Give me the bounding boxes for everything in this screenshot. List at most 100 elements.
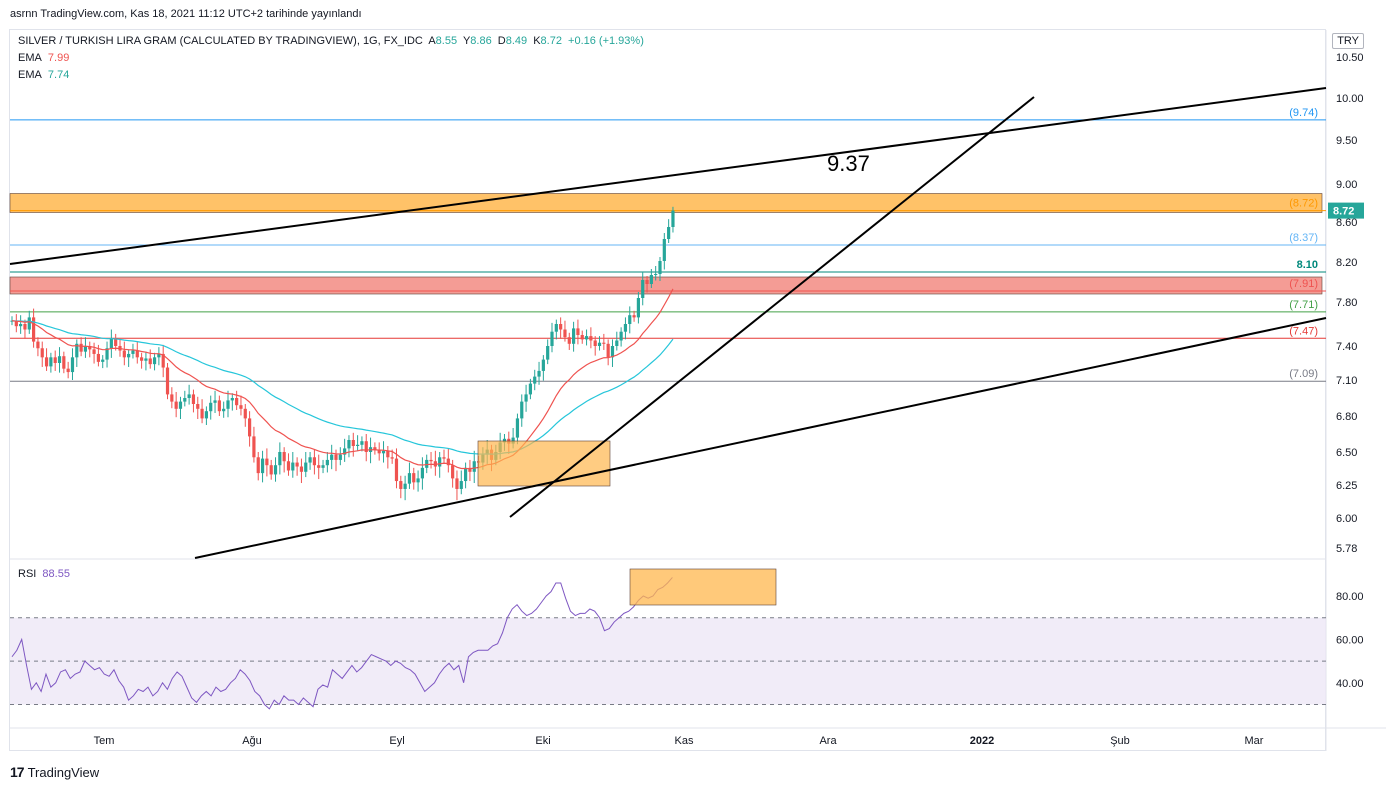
ema1-label: EMA xyxy=(18,52,42,64)
price-level-label: (7.71) xyxy=(1289,299,1318,311)
candle-body xyxy=(312,457,316,466)
candle-body xyxy=(256,457,260,474)
candle-body xyxy=(364,441,368,452)
candle-body xyxy=(114,338,118,346)
annotation-label: 9.37 xyxy=(827,151,870,176)
candle-body xyxy=(641,280,645,298)
candle-body xyxy=(597,342,602,346)
candle-body xyxy=(537,370,541,377)
price-level-label: (7.91) xyxy=(1289,278,1318,290)
candle-body xyxy=(619,331,623,341)
candle-body xyxy=(209,402,213,412)
candle-body xyxy=(381,450,386,454)
candle-body xyxy=(40,348,44,358)
currency-button[interactable]: TRY xyxy=(1332,33,1364,49)
symbol-title[interactable]: SILVER / TURKISH LIRA GRAM (CALCULATED B… xyxy=(18,35,423,47)
candle-body xyxy=(464,467,468,482)
candle-body xyxy=(14,320,18,327)
candle-body xyxy=(407,473,412,484)
rsi-legend[interactable]: RSI 88.55 xyxy=(18,568,73,580)
zone-band-0 xyxy=(9,193,1323,213)
candle-body xyxy=(239,405,243,409)
candle-body xyxy=(295,462,299,467)
candle-body xyxy=(83,346,88,352)
candle-body xyxy=(412,473,416,483)
candle-body xyxy=(140,357,144,361)
candle-body xyxy=(502,438,507,443)
candle-body xyxy=(308,457,312,463)
candle-body xyxy=(278,452,282,466)
candle-body xyxy=(386,450,390,458)
candle-body xyxy=(515,418,520,438)
rsi-label: RSI xyxy=(18,568,37,580)
candle-body xyxy=(144,358,148,361)
candle-body xyxy=(541,359,545,371)
candle-body xyxy=(451,465,455,479)
y-tick-label: 9.00 xyxy=(1336,179,1357,191)
y-tick-label: 9.50 xyxy=(1336,135,1357,147)
tradingview-logo[interactable]: 17 TradingView xyxy=(10,764,99,780)
candle-body xyxy=(265,458,269,466)
open-value: 8.55 xyxy=(435,35,458,47)
x-tick-label: Mar xyxy=(1245,735,1264,747)
candle-body xyxy=(602,342,606,344)
candle-body xyxy=(299,466,304,472)
candle-body xyxy=(260,458,265,474)
x-tick-label: Ara xyxy=(819,735,837,747)
candle-body xyxy=(343,448,347,455)
candle-body xyxy=(399,481,403,489)
high-label: Y xyxy=(462,35,471,47)
close-value: 8.72 xyxy=(540,35,562,47)
candle-body xyxy=(286,461,291,471)
candle-body xyxy=(373,447,377,450)
y-tick-label: 6.80 xyxy=(1336,411,1357,423)
candle-body xyxy=(230,398,234,401)
candle-body xyxy=(623,324,628,332)
candle-body xyxy=(291,462,295,471)
candle-body xyxy=(425,459,429,468)
candle-body xyxy=(70,357,75,373)
y-tick-label: 5.78 xyxy=(1336,543,1357,555)
candle-body xyxy=(455,478,459,489)
candle-body xyxy=(338,454,342,460)
candle-body xyxy=(122,350,126,358)
candle-body xyxy=(183,398,187,402)
candle-body xyxy=(533,376,537,384)
symbol-legend: SILVER / TURKISH LIRA GRAM (CALCULATED B… xyxy=(18,35,647,47)
candle-body xyxy=(148,358,152,365)
candle-body xyxy=(420,467,424,479)
candle-body xyxy=(105,348,109,360)
published-header: asrnn TradingView.com, Kas 18, 2021 11:1… xyxy=(10,8,362,20)
candle-body xyxy=(403,483,407,489)
x-tick-label: Şub xyxy=(1110,735,1130,747)
ema1-legend[interactable]: EMA 7.99 xyxy=(18,52,72,64)
ema2-label: EMA xyxy=(18,69,42,81)
steep-trend-line xyxy=(509,96,1035,518)
y-tick-label: 8.60 xyxy=(1336,217,1357,229)
low-value: 8.49 xyxy=(505,35,528,47)
candle-body xyxy=(576,328,580,335)
candle-body xyxy=(32,317,36,342)
ema1-value: 7.99 xyxy=(47,52,70,64)
candle-body xyxy=(217,400,221,412)
candle-body xyxy=(654,274,658,275)
candle-body xyxy=(196,404,200,409)
candle-body xyxy=(222,408,226,412)
candle-body xyxy=(438,457,442,467)
candle-body xyxy=(92,349,96,354)
ema2-legend[interactable]: EMA 7.74 xyxy=(18,69,72,81)
candle-body xyxy=(649,275,653,284)
candle-body xyxy=(152,357,157,365)
candle-body xyxy=(44,357,49,367)
zone-band-1 xyxy=(9,276,1323,295)
candle-body xyxy=(282,452,286,462)
candle-body xyxy=(269,465,273,475)
candle-body xyxy=(563,329,567,338)
rsi-line xyxy=(11,577,673,710)
candle-body xyxy=(135,350,139,358)
close-label: K xyxy=(533,35,541,47)
candle-body xyxy=(459,481,463,489)
candle-body xyxy=(667,227,671,239)
rsi-highlight-box xyxy=(629,568,777,606)
